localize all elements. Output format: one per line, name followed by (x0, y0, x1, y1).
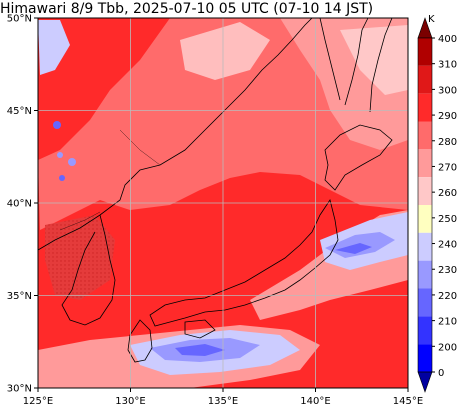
cloud-cell-1 (53, 121, 61, 129)
y-axis: 30°N 35°N 40°N 45°N 50°N (7, 14, 38, 395)
colorbar-unit: K (428, 14, 435, 25)
colorbar-label: 280 (438, 137, 457, 148)
cloud-cell-2 (57, 152, 63, 158)
colorbar-band (418, 260, 432, 289)
cloud-cell-4 (59, 175, 65, 181)
colorbar-band (418, 316, 432, 345)
y-tick-label: 30°N (7, 384, 32, 395)
colorbar-frame (417, 37, 433, 373)
region-260k-northeast (340, 25, 408, 95)
border-china-russia (119, 129, 161, 166)
coast-sakhalin-east (369, 18, 393, 113)
colorbar-band (418, 205, 432, 233)
colorbar-band (418, 177, 432, 205)
coast-honshu (149, 199, 339, 327)
x-tick-label: 145°E (393, 396, 423, 407)
y-tick-label: 35°N (7, 291, 32, 302)
colorbar-label: 200 (438, 342, 457, 353)
colorbar-label: 260 (438, 188, 457, 199)
y-tick-label: 45°N (7, 106, 32, 117)
x-tick-label: 130°E (115, 396, 145, 407)
x-tick-label: 135°E (208, 396, 238, 407)
x-tick-label: 140°E (300, 396, 330, 407)
colorbar-band (418, 93, 432, 122)
colorbar-label: 400 (438, 34, 457, 45)
coastlines (38, 18, 393, 363)
map-title: Himawari 8/9 Tbb, 2025-07-10 05 UTC (07-… (0, 1, 374, 17)
colorbar-label: 0 (438, 368, 444, 379)
y-tick-label: 50°N (7, 14, 32, 25)
coast-kyushu (127, 319, 153, 363)
coast-korea (61, 214, 116, 326)
cloud-band-south-coldest (175, 344, 225, 356)
cloud-cell-3 (68, 158, 76, 166)
colorbar-label: 300 (438, 85, 457, 96)
colorbar-label: 240 (438, 240, 457, 251)
cloud-band-cold-3 (335, 243, 372, 254)
colorbar-label: 290 (438, 111, 457, 122)
colorbar-label: 220 (438, 291, 457, 302)
coast-mainland (38, 18, 313, 251)
x-axis: 125°E 130°E 135°E 140°E 145°E (23, 388, 423, 407)
coast-sakhalin (344, 18, 369, 106)
x-tick-label: 125°E (23, 396, 53, 407)
colorbar-label: 210 (438, 317, 457, 328)
coast-shikoku (184, 319, 216, 339)
colorbar-label: 270 (438, 162, 457, 173)
borders (59, 129, 161, 231)
colorbar-label: 250 (438, 214, 457, 225)
region-260k-north (180, 22, 270, 80)
colorbar-band (418, 121, 432, 150)
cloud-west-cold (38, 20, 70, 75)
colorbar: 400 310 300 290 280 270 260 250 240 230 220 210 200 0 (417, 17, 457, 393)
colorbar-label: 310 (438, 60, 457, 71)
colorbar-extend-min (417, 371, 433, 393)
colorbar-band (418, 149, 432, 178)
colorbar-label: 230 (438, 265, 457, 276)
colorbar-band (418, 344, 432, 372)
colorbar-band (418, 65, 432, 94)
coast-hokkaido (324, 124, 393, 191)
y-tick-label: 40°N (7, 199, 32, 210)
colorbar-band (418, 38, 432, 66)
border-china-korea (59, 211, 101, 231)
colorbar-band (418, 232, 432, 261)
coast-russia-east (319, 18, 341, 101)
colorbar-band (418, 288, 432, 317)
